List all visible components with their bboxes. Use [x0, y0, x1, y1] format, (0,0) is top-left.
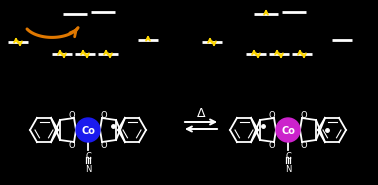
Text: C: C: [85, 152, 91, 161]
Text: N: N: [285, 164, 291, 174]
Text: O: O: [101, 140, 107, 149]
Text: O: O: [101, 110, 107, 120]
Text: O: O: [269, 110, 275, 120]
Circle shape: [276, 118, 300, 142]
Text: $\Delta$: $\Delta$: [196, 107, 206, 120]
Text: N: N: [85, 164, 91, 174]
Text: O: O: [69, 110, 75, 120]
Text: O: O: [301, 140, 307, 149]
Text: C: C: [285, 152, 291, 161]
Text: Co: Co: [281, 125, 295, 135]
Circle shape: [76, 118, 100, 142]
Text: O: O: [69, 140, 75, 149]
Text: Co: Co: [81, 125, 95, 135]
Text: O: O: [269, 140, 275, 149]
Text: O: O: [301, 110, 307, 120]
